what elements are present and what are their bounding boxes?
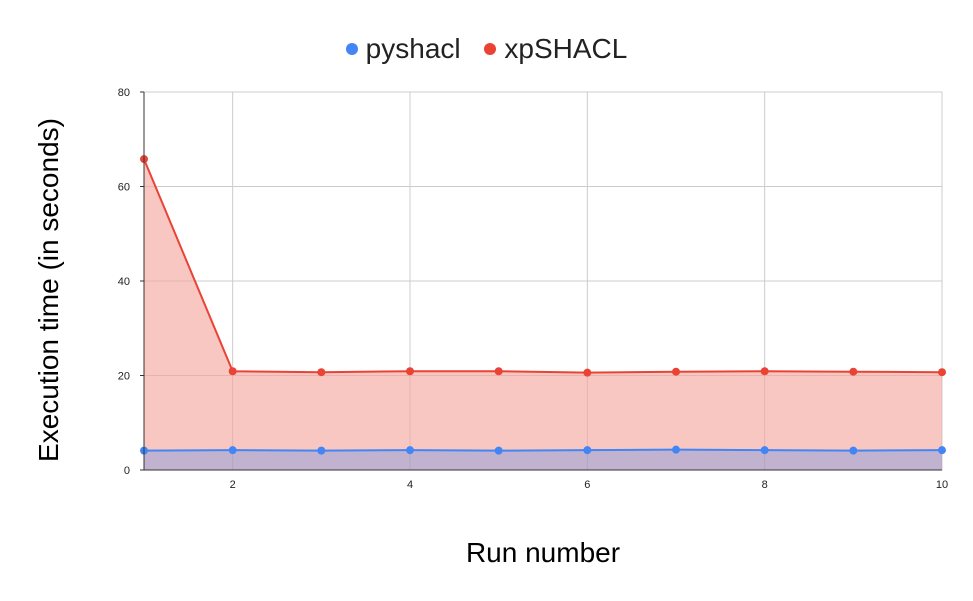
line-xpshacl (143, 158, 943, 374)
y-tick-label: 60 (118, 182, 130, 194)
x-tick-label: 10 (936, 479, 948, 491)
y-tick-label: 40 (118, 276, 130, 288)
point-xpshacl (938, 368, 946, 377)
point-pyshacl (760, 446, 769, 455)
x-axis-title: Run number (465, 537, 621, 568)
x-tick-label: 2 (230, 479, 236, 491)
point-pyshacl (494, 446, 503, 455)
point-xpshacl (849, 367, 858, 376)
legend-label-xpshacl: xpSHACL (504, 33, 628, 64)
legend-item-xpshacl: xpSHACL (484, 33, 627, 65)
point-pyshacl (228, 446, 237, 455)
point-xpshacl (760, 367, 769, 376)
point-xpshacl (583, 368, 592, 377)
point-pyshacl (672, 445, 680, 454)
point-pyshacl (583, 446, 592, 455)
point-xpshacl (317, 368, 326, 377)
point-pyshacl (317, 446, 326, 455)
x-tick-label: 4 (407, 479, 413, 491)
x-tick-label: 6 (584, 479, 590, 491)
x-tick-label: 8 (762, 479, 768, 491)
point-pyshacl (406, 446, 414, 455)
area-xpshacl (144, 159, 942, 470)
line-pyshacl (143, 448, 943, 452)
legend-marker-pyshacl (345, 43, 358, 55)
point-pyshacl (849, 446, 858, 455)
point-pyshacl (938, 446, 946, 455)
chart-legend: pyshacl xpSHACL (0, 30, 973, 65)
y-tick-label: 80 (118, 87, 130, 99)
point-xpshacl (494, 367, 503, 376)
point-xpshacl (672, 367, 680, 376)
legend-label-pyshacl: pyshacl (365, 33, 461, 64)
area-pyshacl (144, 449, 942, 470)
point-xpshacl (406, 367, 414, 376)
legend-item-pyshacl: pyshacl (345, 33, 461, 65)
y-tick-label: 20 (118, 371, 130, 383)
point-xpshacl (228, 367, 237, 376)
y-tick-label: 0 (124, 465, 130, 477)
legend-marker-xpshacl (484, 43, 497, 55)
